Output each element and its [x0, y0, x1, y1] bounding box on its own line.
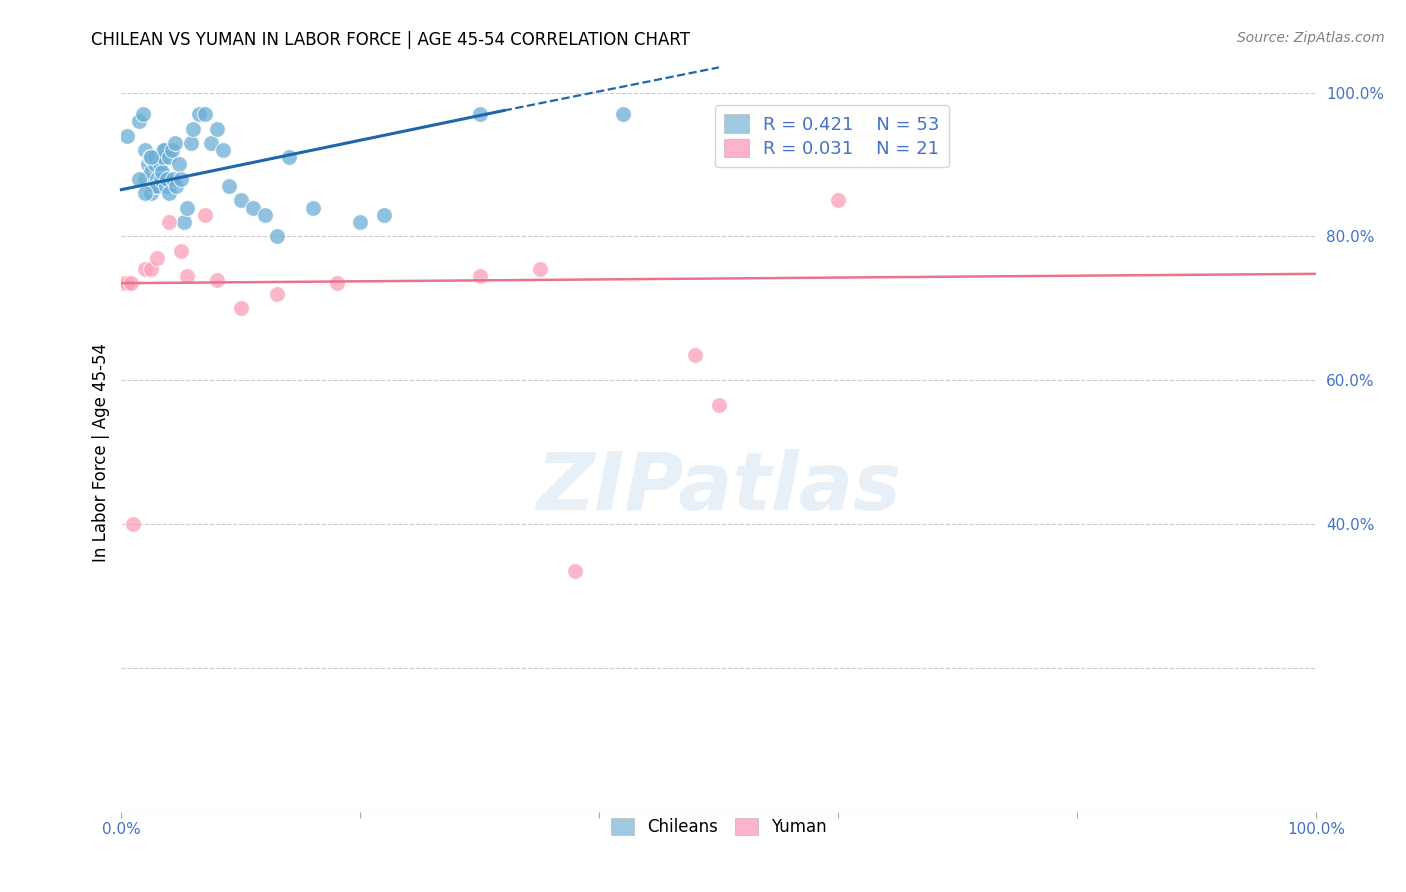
- Point: [128, 172, 150, 186]
- Point: [160, 143, 183, 157]
- Point: [468, 268, 491, 283]
- Point: [277, 150, 299, 164]
- Point: [117, 128, 139, 143]
- Point: [827, 194, 849, 208]
- Text: ZIPatlas: ZIPatlas: [536, 450, 901, 527]
- Point: [110, 276, 132, 290]
- Point: [181, 121, 204, 136]
- Point: [165, 136, 187, 150]
- Point: [229, 194, 252, 208]
- Point: [139, 150, 162, 164]
- Point: [152, 150, 174, 164]
- Point: [143, 157, 166, 171]
- Point: [266, 229, 288, 244]
- Point: [136, 157, 159, 171]
- Point: [176, 201, 198, 215]
- Point: [212, 143, 235, 157]
- Point: [156, 172, 179, 186]
- Point: [612, 107, 634, 121]
- Point: [200, 136, 222, 150]
- Point: [153, 143, 176, 157]
- Point: [529, 261, 551, 276]
- Point: [134, 261, 156, 276]
- Point: [134, 143, 156, 157]
- Point: [349, 215, 371, 229]
- Point: [146, 172, 169, 186]
- Point: [242, 201, 264, 215]
- Y-axis label: In Labor Force | Age 45-54: In Labor Force | Age 45-54: [93, 343, 110, 562]
- Point: [180, 136, 202, 150]
- Point: [683, 348, 706, 362]
- Point: [173, 215, 195, 229]
- Text: Source: ZipAtlas.com: Source: ZipAtlas.com: [1237, 31, 1385, 45]
- Point: [157, 215, 180, 229]
- Point: [128, 114, 150, 128]
- Point: [170, 244, 193, 258]
- Point: [194, 208, 217, 222]
- Point: [229, 301, 252, 316]
- Point: [564, 564, 586, 578]
- Point: [176, 268, 198, 283]
- Point: [150, 164, 173, 178]
- Point: [253, 208, 276, 222]
- Point: [188, 107, 211, 121]
- Point: [162, 172, 184, 186]
- Point: [152, 143, 174, 157]
- Point: [142, 179, 165, 194]
- Point: [157, 186, 180, 201]
- Point: [117, 276, 139, 290]
- Point: [149, 157, 172, 171]
- Point: [301, 201, 323, 215]
- Text: CHILEAN VS YUMAN IN LABOR FORCE | AGE 45-54 CORRELATION CHART: CHILEAN VS YUMAN IN LABOR FORCE | AGE 45…: [91, 31, 690, 49]
- Point: [170, 172, 193, 186]
- Point: [134, 172, 156, 186]
- Point: [141, 261, 163, 276]
- Point: [132, 107, 155, 121]
- Point: [122, 517, 145, 532]
- Point: [165, 179, 187, 194]
- Point: [205, 121, 228, 136]
- Point: [149, 172, 172, 186]
- Point: [167, 157, 190, 171]
- Point: [194, 107, 217, 121]
- Point: [143, 150, 166, 164]
- Point: [146, 179, 169, 194]
- Point: [205, 272, 228, 286]
- Point: [141, 164, 163, 178]
- Point: [120, 276, 142, 290]
- Point: [141, 150, 163, 164]
- Legend: Chileans, Yuman: Chileans, Yuman: [605, 812, 834, 843]
- Point: [141, 186, 163, 201]
- Point: [157, 150, 180, 164]
- Point: [707, 399, 730, 413]
- Point: [134, 186, 156, 201]
- Point: [325, 276, 347, 290]
- Point: [218, 179, 240, 194]
- Point: [266, 287, 288, 301]
- Point: [373, 208, 395, 222]
- Point: [146, 251, 169, 265]
- Point: [468, 107, 491, 121]
- Point: [155, 179, 177, 194]
